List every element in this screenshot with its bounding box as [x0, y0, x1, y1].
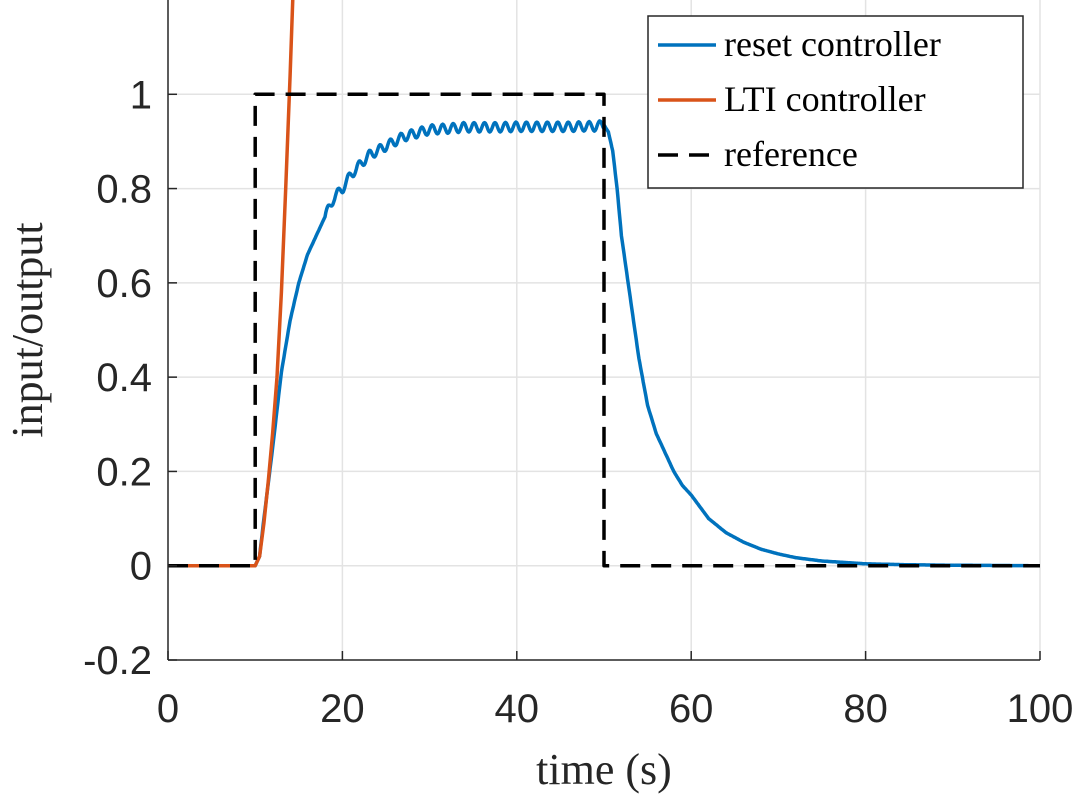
series-line-reference — [168, 92, 1040, 568]
legend-label-1: LTI controller — [724, 79, 926, 119]
axes — [167, 0, 1041, 661]
x-tick-label-0: 0 — [157, 687, 179, 731]
series-line-lti-controller — [168, 0, 295, 568]
y-tick-label-0: -0.2 — [83, 639, 152, 683]
y-axis-title: input/output — [3, 222, 52, 437]
y-tick-label-5: 0.8 — [96, 168, 152, 212]
y-tick-label-2: 0.2 — [96, 450, 152, 494]
y-tick-label-4: 0.6 — [96, 262, 152, 306]
x-tick-label-2: 40 — [495, 687, 540, 731]
y-tick-label-3: 0.4 — [96, 356, 152, 400]
x-tick-label-4: 80 — [843, 687, 888, 731]
y-tick-label-6: 1 — [130, 73, 152, 117]
x-tick-label-5: 100 — [1007, 687, 1074, 731]
x-axis-title: time (s) — [536, 745, 672, 794]
x-tick-label-1: 20 — [320, 687, 365, 731]
legend-label-0: reset controller — [724, 24, 941, 64]
tick-labels: 0 20 40 60 80 100-0.200.20.40.60.81 — [83, 73, 1073, 731]
legend-label-2: reference — [724, 134, 858, 174]
x-tick-label-3: 60 — [669, 687, 714, 731]
series-layer — [168, 0, 1040, 568]
legend: reset controller LTI controller reference — [647, 15, 1024, 189]
y-tick-label-1: 0 — [130, 545, 152, 589]
